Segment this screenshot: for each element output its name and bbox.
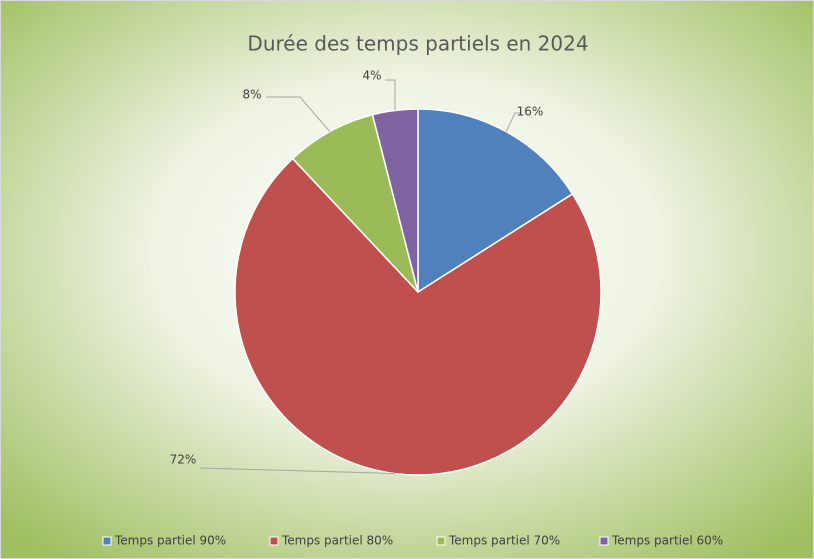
pie <box>234 108 602 476</box>
legend-swatch <box>102 536 112 546</box>
leader-line <box>266 96 331 132</box>
data-labels: 16% 72% 8% 4% <box>170 69 544 475</box>
leader-line <box>385 79 396 111</box>
pie-slice <box>291 113 419 293</box>
data-label: 8% <box>242 88 261 102</box>
data-label: 4% <box>362 69 381 83</box>
legend-label: Temps partiel 60% <box>611 534 723 548</box>
legend-swatch <box>269 536 279 546</box>
data-label: 16% <box>517 105 544 119</box>
legend-label: Temps partiel 70% <box>448 534 560 548</box>
leader-line <box>199 467 396 475</box>
chart-title: Durée des temps partiels en 2024 <box>247 32 588 56</box>
legend-label: Temps partiel 90% <box>114 534 226 548</box>
leader-line <box>505 112 520 132</box>
pie-slice <box>417 108 574 294</box>
legend-swatch <box>599 536 609 546</box>
legend-swatch <box>436 536 446 546</box>
pie-slice <box>371 108 419 293</box>
legend-label: Temps partiel 80% <box>281 534 393 548</box>
legend: Temps partiel 90% Temps partiel 80% Temps … <box>102 534 723 548</box>
data-label: 72% <box>170 453 197 467</box>
